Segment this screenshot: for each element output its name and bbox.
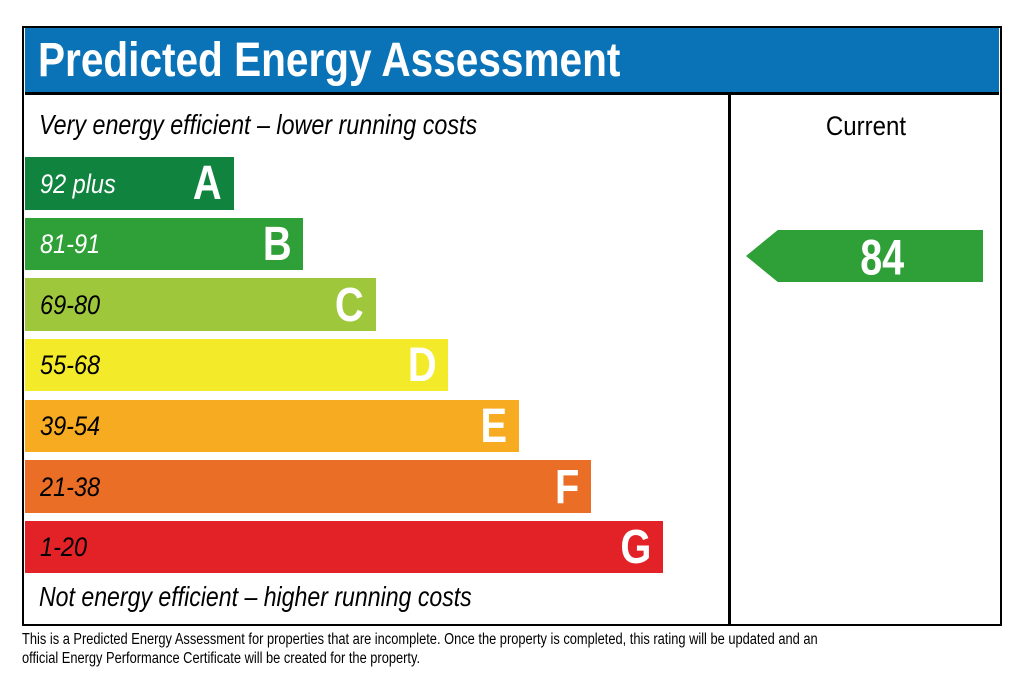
svg-text:84: 84	[860, 230, 904, 282]
